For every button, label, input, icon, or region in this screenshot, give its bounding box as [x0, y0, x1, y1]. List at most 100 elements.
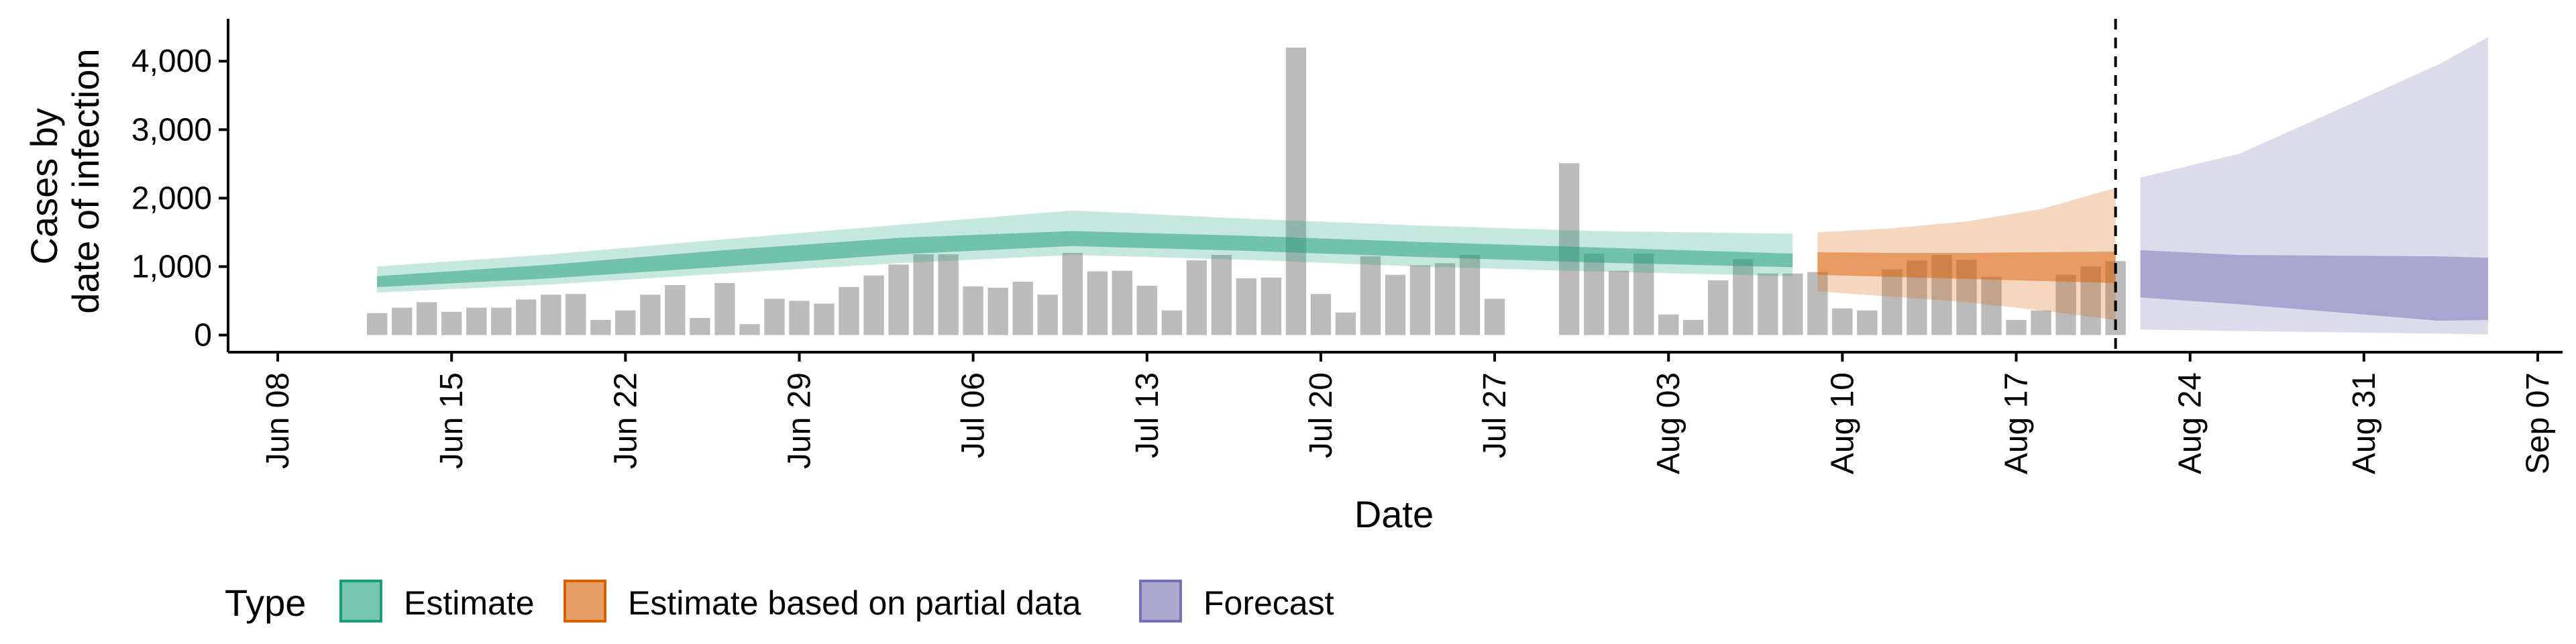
case-bar — [1186, 260, 1208, 335]
case-bar — [1285, 47, 1307, 335]
case-bar — [1609, 270, 1629, 335]
x-tick-label: Jul 27 — [1477, 372, 1513, 458]
case-bar — [1708, 280, 1729, 335]
case-bar — [1112, 270, 1132, 335]
legend-label-estimate: Estimate — [404, 584, 535, 622]
case-bar — [1882, 269, 1902, 335]
case-bar — [1484, 299, 1505, 335]
case-bar — [913, 254, 934, 335]
legend-title: Type — [225, 582, 306, 624]
case-bar — [516, 299, 537, 335]
case-bar — [814, 303, 835, 335]
case-bar — [690, 317, 710, 335]
case-bar — [987, 288, 1008, 335]
y-tick-label: 4,000 — [131, 44, 212, 79]
case-bar — [491, 307, 512, 335]
partial-ribbon-50 — [1817, 252, 2116, 283]
case-bar — [466, 307, 487, 335]
case-bar — [1658, 314, 1679, 335]
x-tick-label: Aug 24 — [2173, 372, 2208, 474]
x-tick-label: Jul 20 — [1303, 372, 1339, 458]
case-bar — [615, 310, 636, 335]
forecast-ribbon-50 — [2140, 250, 2488, 321]
case-bar — [1211, 255, 1232, 335]
case-bar — [888, 264, 909, 335]
case-bar — [391, 307, 413, 335]
case-bar — [1385, 274, 1406, 335]
case-bar — [1360, 256, 1381, 335]
x-axis-title: Date — [1354, 493, 1434, 535]
y-tick-label: 3,000 — [131, 112, 212, 148]
x-tick-label: Aug 17 — [1999, 372, 2035, 474]
y-tick-label: 0 — [194, 317, 212, 353]
legend-item-estimate: Estimate — [339, 580, 535, 623]
legend-item-partial: Estimate based on partial data — [564, 580, 1081, 623]
case-bar — [1409, 265, 1431, 335]
case-bar — [863, 275, 884, 335]
legend-label-forecast: Forecast — [1203, 584, 1334, 622]
case-bar — [839, 287, 859, 335]
case-bar — [1335, 312, 1356, 335]
case-bar — [1832, 308, 1853, 335]
x-tick-label: Jul 06 — [956, 372, 991, 458]
case-bar — [1236, 278, 1257, 335]
x-tick-label: Jun 15 — [434, 372, 470, 469]
case-bar — [1434, 263, 1456, 335]
case-bar — [1310, 294, 1332, 335]
case-bar — [566, 294, 586, 335]
x-tick-label: Jul 13 — [1130, 372, 1165, 458]
case-bar — [2006, 320, 2027, 335]
axes: 0 1,000 2,000 3,000 4,000 Jun 08 Jun 15 Jun 22 J… — [131, 19, 2563, 474]
case-bar — [1459, 255, 1481, 335]
legend-key-forecast — [1139, 580, 1182, 623]
x-tick-label: Sep 07 — [2520, 372, 2556, 474]
case-bar — [541, 294, 561, 335]
legend-label-partial: Estimate based on partial data — [628, 584, 1081, 622]
y-axis-title: Cases by date of infection — [23, 48, 107, 313]
case-bar — [2055, 274, 2076, 335]
y-axis-title-line1: Cases by — [23, 108, 65, 264]
x-tick-label: Aug 31 — [2347, 372, 2382, 474]
legend-key-estimate — [339, 580, 382, 623]
x-tick-label: Aug 03 — [1651, 372, 1686, 474]
x-tick-label: Jun 22 — [608, 372, 643, 469]
case-bar — [1260, 277, 1282, 335]
case-bar — [938, 254, 959, 335]
case-bar — [1161, 310, 1182, 335]
y-tick-label: 1,000 — [131, 249, 212, 284]
case-bar — [640, 294, 661, 335]
case-bar — [1012, 281, 1033, 335]
case-bar — [789, 301, 810, 335]
legend: Type Estimate Estimate based on partial … — [225, 580, 1334, 624]
case-bar — [416, 302, 437, 335]
case-bar — [1758, 273, 1778, 335]
case-bar — [1037, 294, 1058, 335]
case-bar — [714, 282, 735, 335]
case-bar — [1857, 310, 1878, 335]
case-bar — [2031, 310, 2051, 335]
case-bar — [1981, 276, 2002, 335]
case-bar — [665, 284, 686, 335]
x-tick-label: Jun 29 — [782, 372, 818, 469]
x-tick-label: Jun 08 — [260, 372, 296, 469]
case-bar — [739, 324, 760, 335]
case-bar — [1683, 320, 1704, 335]
case-bar — [1633, 254, 1654, 335]
case-bar — [441, 311, 462, 335]
x-tick-label: Aug 10 — [1825, 372, 1860, 474]
estimate-ribbon-90 — [377, 210, 1793, 293]
legend-item-forecast: Forecast — [1139, 580, 1334, 623]
case-bar — [590, 320, 611, 335]
case-bar — [1583, 254, 1605, 335]
estimate-ribbon-50 — [377, 231, 1793, 287]
case-bar — [963, 286, 983, 335]
case-bar — [1782, 273, 1803, 335]
case-bar — [366, 313, 388, 335]
case-bar — [1733, 259, 1754, 335]
case-bar — [1136, 286, 1157, 335]
case-bar — [764, 299, 785, 335]
y-tick-label: 2,000 — [131, 180, 212, 216]
case-bar — [1087, 271, 1108, 335]
case-bar — [1062, 253, 1083, 335]
